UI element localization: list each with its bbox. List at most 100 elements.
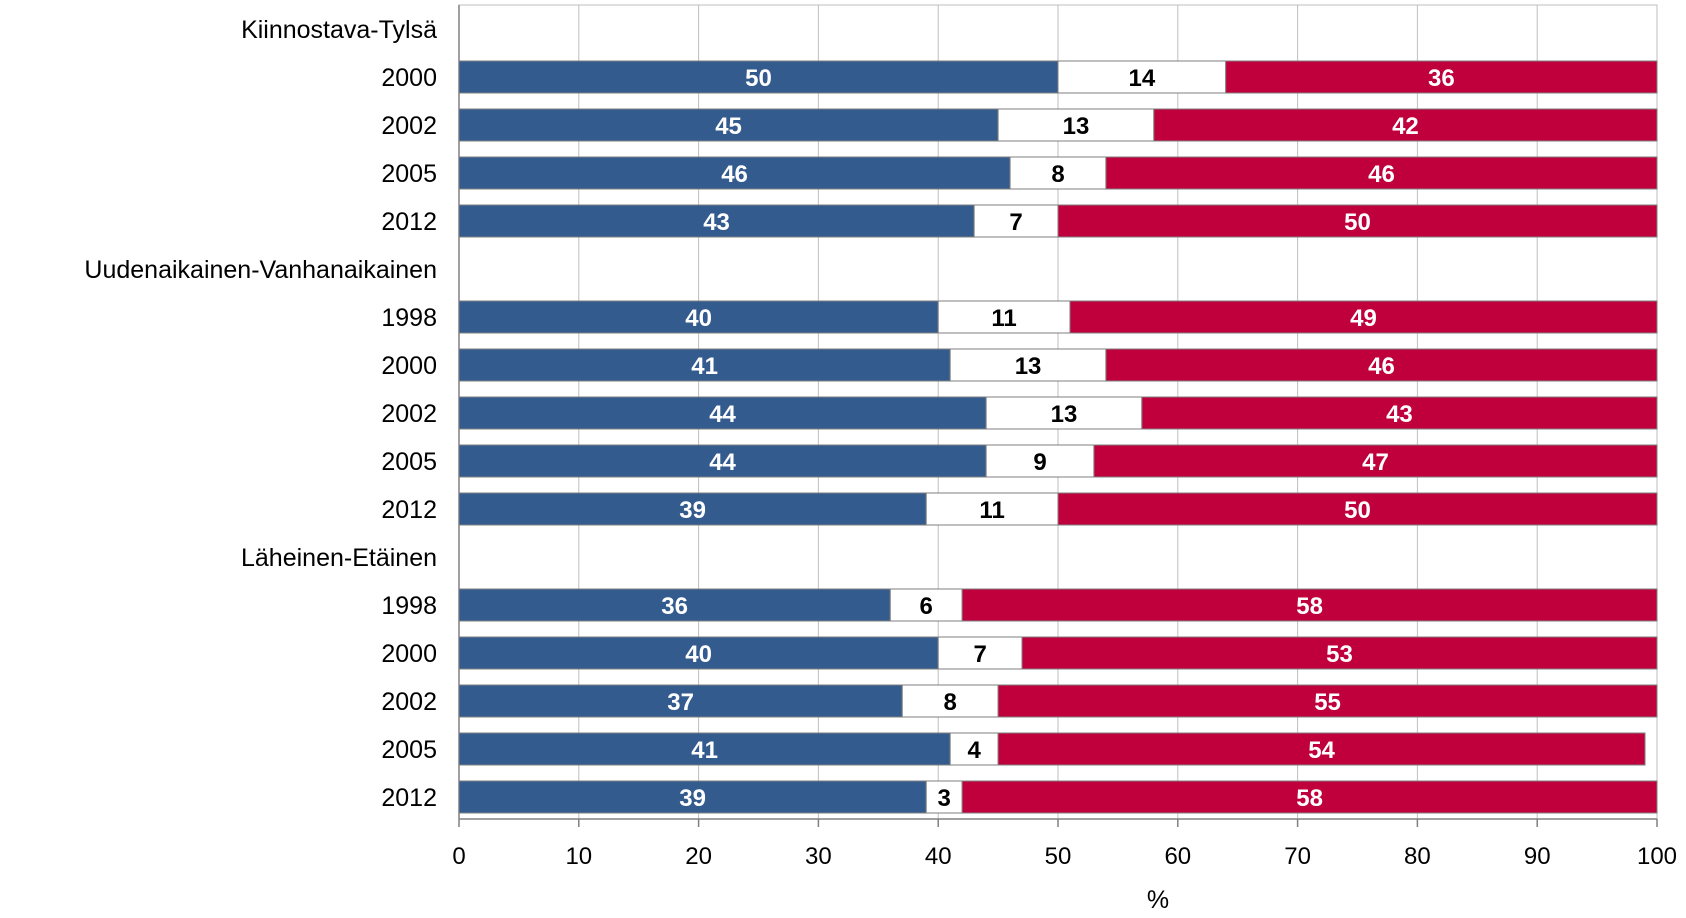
bar-segment-left — [458, 348, 951, 382]
data-label: 4 — [967, 737, 981, 764]
data-label: 7 — [973, 641, 986, 668]
data-label: 11 — [979, 497, 1004, 524]
category-labels: Kiinnostava-Tylsä 2000 2002 2005 2012 Uudenai… — [84, 16, 437, 812]
data-label: 36 — [1428, 65, 1455, 92]
bar-segment-middle — [985, 444, 1095, 478]
group-label: Läheinen-Etäinen — [241, 544, 437, 572]
x-tick-label: 70 — [1284, 843, 1311, 870]
bar-segment-middle — [997, 108, 1155, 142]
bar-segment-middle — [985, 396, 1143, 430]
data-label: 50 — [745, 65, 772, 92]
data-label: 58 — [1296, 785, 1323, 812]
data-label: 8 — [944, 689, 957, 716]
data-label: 14 — [1129, 65, 1156, 92]
data-label: 55 — [1314, 689, 1341, 716]
x-tick-label: 0 — [452, 843, 465, 870]
year-label: 2005 — [381, 448, 437, 476]
data-label: 43 — [1386, 401, 1413, 428]
bar-segment-middle — [901, 684, 999, 718]
group-label: Kiinnostava-Tylsä — [241, 16, 437, 44]
bar-segment-right — [1153, 108, 1658, 142]
x-tick-label: 40 — [925, 843, 952, 870]
group-label: Uudenaikainen-Vanhanaikainen — [84, 256, 437, 284]
year-label: 1998 — [381, 592, 437, 620]
bar-segment-right — [997, 732, 1646, 766]
x-tick-label: 80 — [1404, 843, 1431, 870]
bar-segment-right — [1057, 492, 1658, 526]
year-label: 2002 — [381, 400, 437, 428]
bar-segment-right — [1093, 444, 1658, 478]
bar-segment-middle — [937, 300, 1071, 334]
data-label: 3 — [938, 785, 951, 812]
data-label: 41 — [691, 737, 718, 764]
year-label: 1998 — [381, 304, 437, 332]
bar-segment-right — [1057, 204, 1658, 238]
bar-segment-left — [458, 60, 1059, 94]
data-label: 43 — [703, 209, 730, 236]
data-label: 46 — [1368, 161, 1395, 188]
bar-segment-left — [458, 108, 999, 142]
data-label: 46 — [721, 161, 748, 188]
bar-segment-right — [961, 588, 1658, 622]
bar-segment-right — [1141, 396, 1658, 430]
data-label: 58 — [1296, 593, 1323, 620]
bar-segment-middle — [1009, 156, 1107, 190]
data-label: 46 — [1368, 353, 1395, 380]
data-label: 11 — [991, 305, 1016, 332]
bar-segment-middle — [1057, 60, 1227, 94]
bar-segment-left — [458, 780, 927, 814]
x-tick-label: 90 — [1524, 843, 1551, 870]
data-label: 54 — [1308, 737, 1335, 764]
year-label: 2000 — [381, 64, 437, 92]
data-label: 39 — [679, 497, 706, 524]
data-label: 47 — [1362, 449, 1389, 476]
bar-segment-right — [1021, 636, 1658, 670]
year-label: 2012 — [381, 784, 437, 812]
x-tick-label: 20 — [685, 843, 712, 870]
x-tick-label: 60 — [1164, 843, 1191, 870]
year-label: 2012 — [381, 208, 437, 236]
data-label: 13 — [1063, 113, 1090, 140]
data-label: 36 — [661, 593, 688, 620]
year-label: 2005 — [381, 736, 437, 764]
bar-segment-middle — [949, 732, 999, 766]
x-tick-label: 10 — [565, 843, 592, 870]
bar-segment-middle — [937, 636, 1023, 670]
bar-segment-middle — [925, 492, 1059, 526]
x-axis-label: % — [1147, 886, 1169, 914]
data-label: 8 — [1051, 161, 1064, 188]
data-label: 6 — [920, 593, 933, 620]
year-label: 2012 — [381, 496, 437, 524]
year-label: 2005 — [381, 160, 437, 188]
bar-segment-right — [997, 684, 1658, 718]
data-label: 13 — [1051, 401, 1078, 428]
year-label: 2000 — [381, 640, 437, 668]
bar-segment-left — [458, 204, 975, 238]
bar-segment-middle — [889, 588, 963, 622]
x-tick-label: 30 — [805, 843, 832, 870]
data-label: 7 — [1009, 209, 1022, 236]
data-label: 50 — [1344, 209, 1371, 236]
data-label: 9 — [1033, 449, 1046, 476]
bar-segment-right — [1105, 156, 1658, 190]
year-label: 2002 — [381, 688, 437, 716]
data-label: 45 — [715, 113, 742, 140]
data-label: 53 — [1326, 641, 1353, 668]
data-label: 39 — [679, 785, 706, 812]
data-label: 50 — [1344, 497, 1371, 524]
bar-segment-middle — [973, 204, 1059, 238]
data-label: 44 — [709, 401, 736, 428]
data-label: 49 — [1350, 305, 1377, 332]
data-label: 37 — [667, 689, 694, 716]
bar-segment-right — [961, 780, 1658, 814]
bar-segment-right — [1105, 348, 1658, 382]
bar-segment-right — [1069, 300, 1658, 334]
year-label: 2000 — [381, 352, 437, 380]
data-label: 40 — [685, 305, 712, 332]
data-label: 44 — [709, 449, 736, 476]
x-tick-label: 100 — [1637, 843, 1677, 870]
x-axis-ticks: 0 10 20 30 40 50 60 70 80 90 100 — [452, 819, 1677, 870]
data-label: 41 — [691, 353, 718, 380]
data-label: 42 — [1392, 113, 1419, 140]
